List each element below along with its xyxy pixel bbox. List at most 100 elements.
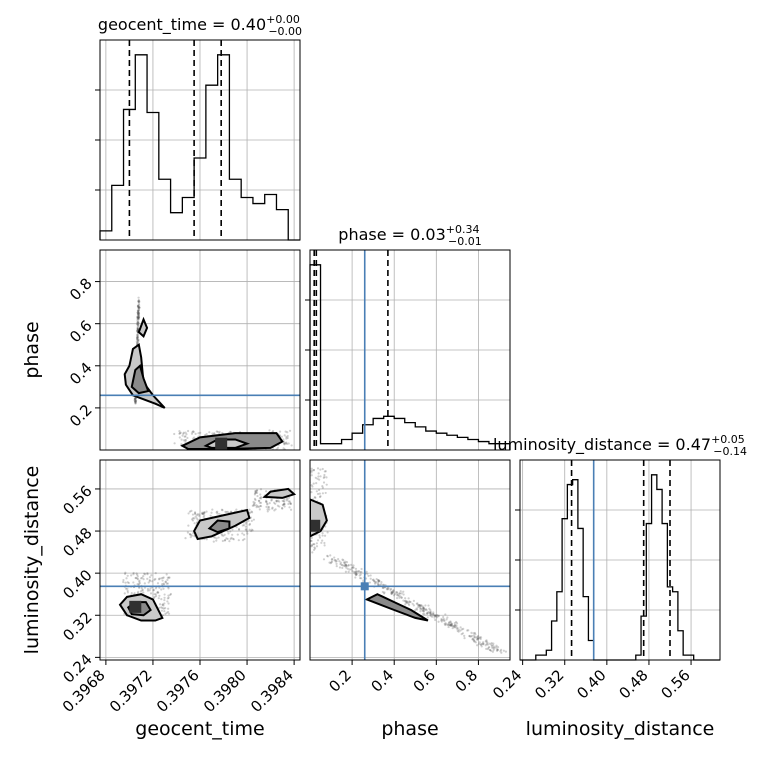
sample-point (137, 309, 140, 313)
sample-point (404, 597, 407, 600)
sample-point (417, 604, 420, 607)
sample-point (136, 311, 139, 314)
sample-point (419, 606, 422, 610)
sample-point (310, 539, 313, 543)
sample-point (459, 629, 462, 632)
sample-point (411, 602, 414, 605)
sample-point (282, 504, 285, 507)
sample-point (375, 577, 378, 581)
sample-point (134, 400, 137, 403)
sample-point (199, 431, 202, 434)
sample-point (479, 637, 482, 641)
sample-point (367, 574, 370, 578)
sample-point (257, 499, 260, 502)
sample-point (126, 581, 129, 584)
sample-point (484, 640, 487, 643)
sample-point (427, 610, 430, 614)
sample-point (433, 614, 437, 618)
sample-point (245, 530, 249, 533)
sample-point (194, 515, 197, 518)
sample-point (310, 544, 313, 547)
sample-point (321, 534, 324, 537)
sample-point (126, 591, 130, 594)
sample-point (137, 317, 140, 320)
sample-point (190, 432, 194, 435)
sample-point (334, 559, 337, 562)
sample-point (350, 563, 353, 566)
sample-point (136, 311, 139, 314)
sample-point (486, 641, 489, 644)
sample-point (224, 510, 227, 513)
sample-point (452, 625, 456, 629)
sample-point (137, 583, 141, 586)
sample-point (198, 513, 201, 516)
sample-point (437, 620, 440, 623)
sample-point (182, 432, 185, 435)
sample-point (197, 432, 200, 435)
sample-point (137, 316, 140, 319)
sample-point (442, 615, 445, 619)
sample-point (252, 504, 255, 507)
sample-point (153, 593, 156, 596)
sample-point (137, 316, 140, 319)
sample-point (158, 594, 161, 597)
sample-point (315, 542, 318, 545)
sample-point (195, 517, 198, 520)
sample-point (350, 566, 354, 569)
panel-title-geocent_time: geocent_time = 0.40+0.00 −0.00 (98, 13, 302, 38)
sample-point (344, 560, 347, 563)
joint-content (100, 460, 300, 660)
sample-point (150, 574, 153, 577)
sample-point (444, 613, 447, 616)
sample-point (499, 648, 503, 651)
sample-point (198, 514, 201, 517)
sample-point (449, 623, 453, 627)
sample-point (254, 491, 258, 494)
sample-point (408, 600, 411, 604)
sample-point (138, 306, 141, 309)
sample-point (478, 636, 482, 639)
sample-point (421, 609, 424, 612)
sample-point (422, 607, 426, 610)
sample-point (429, 613, 432, 616)
sample-point (400, 596, 403, 599)
sample-point (479, 636, 483, 639)
sample-point (471, 638, 475, 641)
sample-point (235, 508, 238, 511)
sample-point (318, 495, 322, 499)
sample-point (335, 564, 338, 568)
sample-point (346, 567, 349, 570)
sample-point (318, 492, 321, 495)
sample-point (216, 512, 219, 515)
sample-point (453, 624, 457, 627)
sample-point (137, 320, 140, 324)
sample-point (342, 564, 346, 567)
sample-point (314, 476, 317, 479)
sample-point (179, 431, 182, 434)
sample-point (268, 429, 271, 432)
sample-point (472, 637, 475, 640)
sample-point (142, 578, 145, 581)
sample-point (135, 336, 139, 339)
sample-point (321, 531, 324, 535)
sample-point (148, 579, 152, 583)
sample-point (166, 582, 169, 585)
y-tick-label-phase: 0.6 (66, 317, 96, 347)
sample-point (286, 498, 289, 501)
sample-point (417, 606, 420, 609)
sample-point (280, 506, 284, 510)
title-main: phase = 0.03 (338, 225, 445, 244)
y-axis-label-luminosity_distance: luminosity_distance (21, 466, 43, 655)
sample-point (226, 537, 229, 541)
sample-point (201, 512, 204, 515)
sample-point (323, 544, 326, 547)
sample-point (482, 643, 485, 646)
sample-point (422, 607, 425, 610)
panel-frame (99, 249, 301, 451)
sample-point (419, 605, 422, 608)
panel-title-phase: phase = 0.03+0.34 −0.01 (338, 223, 481, 248)
sample-point (322, 558, 326, 561)
sample-point (472, 634, 475, 637)
sample-point (165, 582, 168, 585)
sample-point (156, 590, 159, 594)
